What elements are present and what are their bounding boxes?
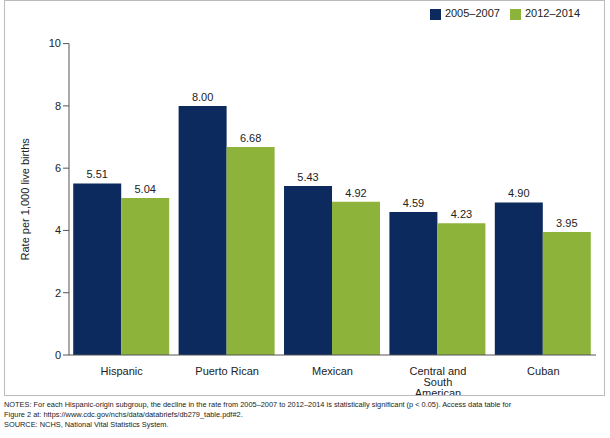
svg-text:10: 10: [49, 37, 61, 49]
svg-text:Rate per 1,000 live births: Rate per 1,000 live births: [19, 138, 31, 261]
svg-text:4: 4: [55, 224, 61, 236]
svg-text:Mexican: Mexican: [312, 365, 353, 377]
html-text:SOURCE: NCHS, National Vital S: SOURCE: NCHS, National Vital Statistics …: [4, 420, 169, 429]
svg-text:5.04: 5.04: [135, 183, 156, 195]
svg-text:Central andSouthAmerican: Central andSouthAmerican: [409, 365, 466, 395]
html-text:NOTES: For each Hispanic-origi: NOTES: For each Hispanic-origin subgroup…: [4, 400, 512, 409]
svg-text:5.43: 5.43: [297, 171, 318, 183]
svg-text:Cuban: Cuban: [527, 365, 559, 377]
svg-text:0: 0: [55, 349, 61, 361]
svg-text:3.95: 3.95: [556, 217, 577, 229]
svg-text:Hispanic: Hispanic: [101, 365, 144, 377]
svg-text:4.92: 4.92: [345, 187, 366, 199]
html-text:2012–2014: 2012–2014: [524, 7, 580, 19]
svg-text:6: 6: [55, 162, 61, 174]
svg-text:2: 2: [55, 287, 61, 299]
svg-text:5.51: 5.51: [87, 168, 108, 180]
svg-text:6.68: 6.68: [240, 132, 261, 144]
svg-text:4.59: 4.59: [403, 197, 424, 209]
svg-text:Puerto Rican: Puerto Rican: [195, 365, 259, 377]
svg-text:4.23: 4.23: [451, 208, 472, 220]
svg-text:4.90: 4.90: [508, 187, 529, 199]
svg-text:8.00: 8.00: [192, 91, 213, 103]
svg-text:8: 8: [55, 100, 61, 112]
html-text:Figure 2 at: https://www.cdc.g: Figure 2 at: https://www.cdc.gov/nchs/da…: [4, 410, 243, 419]
html-text:2005–2007: 2005–2007: [444, 7, 500, 19]
